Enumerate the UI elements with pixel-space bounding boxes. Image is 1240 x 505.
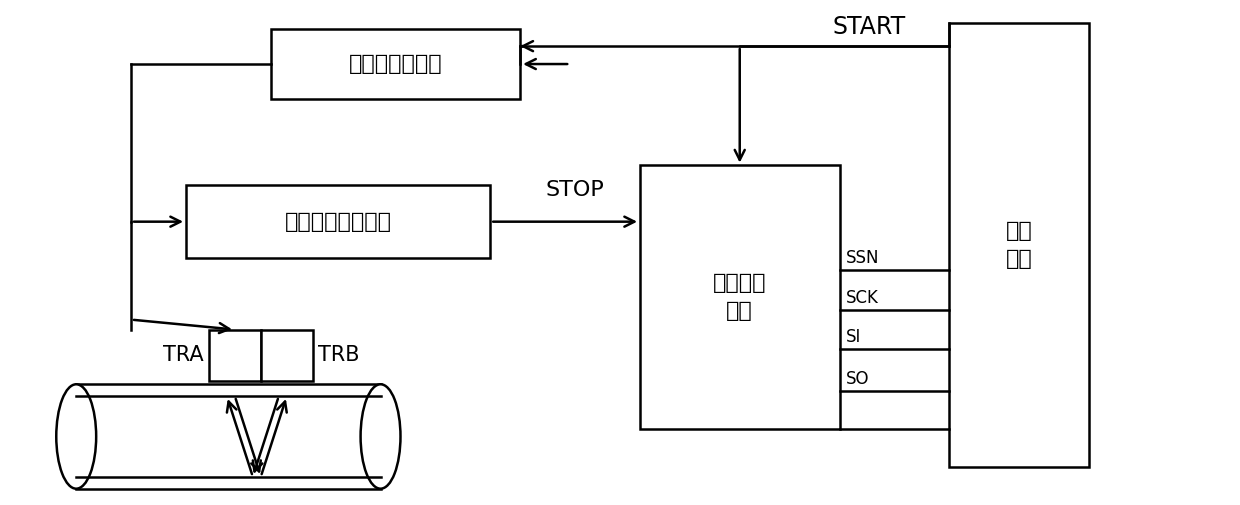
Bar	[640, 166, 839, 429]
Bar	[208, 330, 260, 381]
Text: 超声回波处理模块: 超声回波处理模块	[285, 212, 392, 232]
Text: START: START	[833, 15, 906, 39]
Bar	[270, 29, 521, 99]
Ellipse shape	[361, 384, 401, 489]
Text: SSN: SSN	[846, 249, 879, 267]
Text: 时间测量
芯片: 时间测量 芯片	[713, 273, 766, 321]
Ellipse shape	[56, 384, 97, 489]
Text: SI: SI	[846, 328, 861, 346]
Text: STOP: STOP	[546, 180, 604, 200]
Text: TRB: TRB	[317, 345, 360, 366]
Bar	[260, 330, 312, 381]
Text: TRA: TRA	[164, 345, 203, 366]
Text: 处理
模块: 处理 模块	[1006, 221, 1033, 269]
Bar	[76, 384, 381, 489]
Text: SO: SO	[846, 370, 869, 388]
Bar	[186, 185, 490, 258]
Text: SCK: SCK	[846, 289, 878, 307]
Text: 超声波发射模块: 超声波发射模块	[348, 54, 443, 74]
Bar	[950, 23, 1089, 467]
